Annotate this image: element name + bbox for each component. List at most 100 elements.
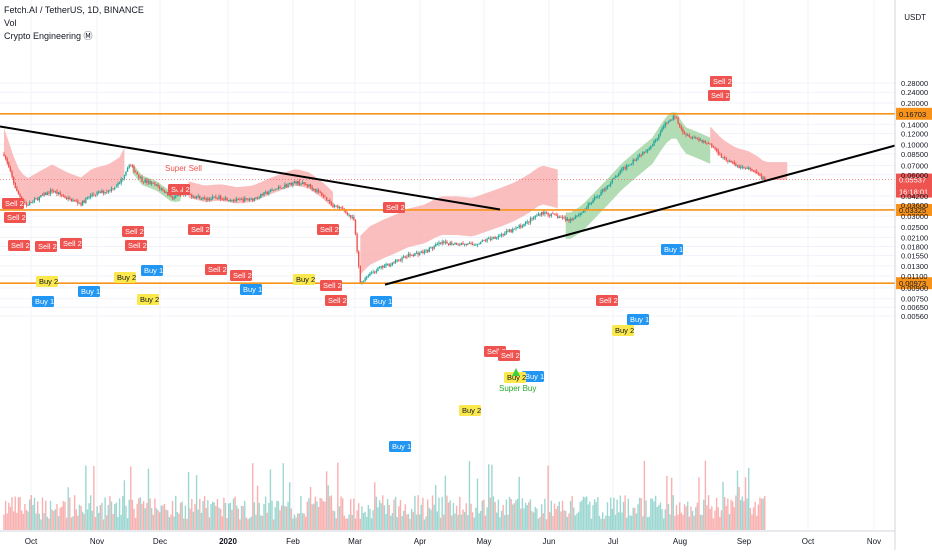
volume-indicator-label[interactable]: Vol [4,18,17,28]
volume-bar [266,512,268,530]
candle-body [762,177,764,180]
candle-body [751,168,753,171]
volume-bar [239,519,241,530]
candle-body [415,252,418,254]
candle-body [234,200,236,201]
candle-body [80,202,82,206]
crypto-engineering-indicator-label[interactable]: Crypto Engineering Ⓜ [4,31,93,41]
symbol-title[interactable]: Fetch.AI / TetherUS, 1D, BINANCE [4,5,144,15]
volume-bar [208,517,211,530]
candle-body [210,198,212,200]
volume-bar [260,515,262,530]
volume-bar [677,514,679,530]
candle-body [484,240,487,242]
candle-body [515,227,517,229]
volume-bar [590,518,593,530]
candle-body [91,194,93,196]
candle-body [398,259,400,261]
candle-body [154,183,156,185]
sell-signal-label-box [60,238,82,249]
volume-bar [125,505,127,530]
volume-bar [317,507,320,530]
candle-body [41,195,44,197]
volume-bar [53,510,55,530]
volume-bar [738,487,740,530]
volume-bar [333,511,336,530]
volume-bar [418,514,421,530]
candle-body [552,213,554,215]
volume-bar [96,506,98,530]
candle-body [64,196,66,199]
volume-bar [89,495,92,530]
volume-bar [706,505,708,530]
sell-signal-label-box [4,212,26,223]
candle-body [57,192,60,194]
candle-body [369,273,371,277]
x-tick-label: Aug [673,537,687,546]
volume-bar [698,477,700,530]
volume-bar [465,503,467,530]
volume-bar [91,510,93,530]
candle-body [81,200,84,206]
volume-bar [77,515,79,530]
candle-body [666,122,668,124]
candle-body [374,271,376,273]
volume-bar [223,497,225,530]
candle-body [703,141,705,143]
candle-body [425,249,427,251]
candle-body [589,203,591,205]
volume-bar [272,519,275,530]
candle-body [715,148,718,151]
candle-body [638,155,641,157]
volume-bar [62,501,65,530]
volume-bar [656,507,658,530]
candle-body [162,188,164,191]
candle-body [406,256,408,258]
candle-body [173,197,175,199]
candle-body [14,182,16,188]
candle-body [672,116,674,120]
level-price-label: 0.16703 [899,110,926,119]
volume-bar [141,503,143,530]
volume-bar [8,502,10,530]
volume-bar [226,518,228,530]
x-tick-label: Nov [867,537,881,546]
volume-bar [99,505,101,530]
buy-2-signal-label: Buy 2 [507,373,526,382]
candle-body [499,235,501,237]
candle-body [11,171,13,178]
volume-bar [70,517,73,530]
y-tick-label: 0.01550 [901,251,928,260]
candle-body [531,218,533,220]
candle-body [268,192,270,194]
volume-bar [228,503,230,530]
volume-bar [305,516,307,530]
volume-bar [484,515,487,530]
volume-bar [280,505,283,530]
candle-body [195,196,198,198]
candle-body [96,192,98,195]
volume-bar [627,498,630,530]
candle-body [260,193,262,198]
volume-bar [130,466,132,530]
volume-bar [329,496,331,530]
volume-bar [154,498,156,530]
candle-body [17,191,20,195]
candle-body [722,157,724,159]
volume-bar [33,497,36,530]
volume-bar [382,495,384,530]
candle-body [720,154,723,158]
volume-bar [452,502,455,530]
candle-body [290,182,292,186]
volume-bar [654,495,657,530]
candle-body [104,191,106,194]
volume-bar [244,501,246,530]
sell-2-signal-label-box [710,76,732,87]
volume-bar [423,519,426,530]
volume-bar [56,504,58,530]
candle-body [109,190,111,191]
volume-bar [415,514,418,530]
candle-body [325,197,328,201]
